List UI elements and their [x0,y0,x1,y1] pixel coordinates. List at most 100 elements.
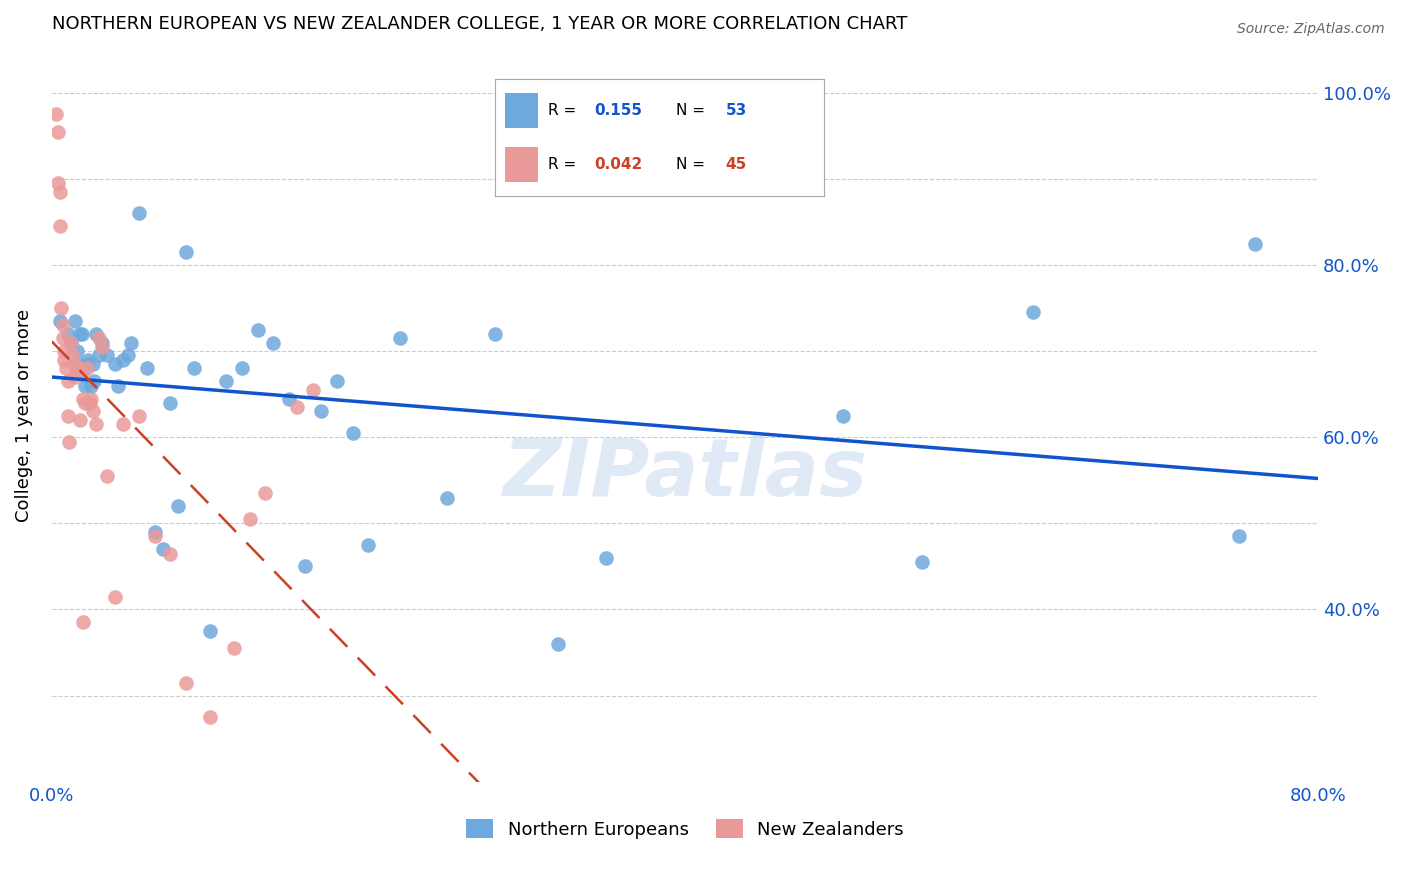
Point [84,417,107,432]
Point [91,335,114,350]
Point [128,206,150,220]
Point [45,107,67,121]
Point [56,326,79,341]
Point [1227,529,1250,543]
Point [70,326,93,341]
Point [388,331,411,345]
Point [128,409,150,423]
Point [48,185,70,199]
Point [48,314,70,328]
Point [53,344,76,359]
Point [117,349,139,363]
Point [77,352,100,367]
Point [80,378,103,392]
Point [70,366,93,380]
Point [96,469,118,483]
Point [76,361,98,376]
Point [84,326,107,341]
Point [51,301,73,315]
Point [107,378,129,392]
Point [79,396,101,410]
Point [215,374,238,388]
Point [46,176,69,190]
Point [96,349,118,363]
Point [262,335,284,350]
Text: ZIPatlas: ZIPatlas [502,435,868,513]
Point [302,383,325,397]
Point [65,314,87,328]
Point [285,400,308,414]
Point [104,357,127,371]
Point [231,361,253,376]
Point [167,499,190,513]
Point [104,590,127,604]
Point [89,349,111,363]
Point [83,374,105,388]
Point [595,550,617,565]
Point [246,323,269,337]
Point [436,491,458,505]
Point [73,396,96,410]
Point [135,361,157,376]
Point [56,374,79,388]
Point [69,413,91,427]
Point [278,392,301,406]
Point [152,542,174,557]
Point [72,615,94,630]
Point [67,361,90,376]
Point [82,404,104,418]
Point [183,361,205,376]
Point [176,245,198,260]
Point [484,326,506,341]
Point [176,675,198,690]
Text: Source: ZipAtlas.com: Source: ZipAtlas.com [1237,22,1385,37]
Point [254,486,277,500]
Point [832,409,855,423]
Point [325,374,347,388]
Text: NORTHERN EUROPEAN VS NEW ZEALANDER COLLEGE, 1 YEAR OR MORE CORRELATION CHART: NORTHERN EUROPEAN VS NEW ZEALANDER COLLE… [52,15,907,33]
Point [52,318,75,333]
Point [294,559,316,574]
Point [198,710,221,724]
Point [309,404,332,418]
Point [1243,236,1265,251]
Point [159,396,181,410]
Point [222,641,245,656]
Point [60,349,83,363]
Point [69,326,91,341]
Point [67,357,90,371]
Point [59,335,82,350]
Point [159,547,181,561]
Point [357,538,380,552]
Point [911,555,934,569]
Point [66,344,89,359]
Point [46,125,69,139]
Point [91,340,114,354]
Legend: Northern Europeans, New Zealanders: Northern Europeans, New Zealanders [458,812,911,846]
Point [111,352,134,367]
Point [63,357,86,371]
Point [53,352,76,367]
Point [239,512,262,526]
Point [143,529,166,543]
Point [111,417,134,432]
Point [65,370,87,384]
Point [547,637,569,651]
Point [143,524,166,539]
Point [76,357,98,371]
Point [342,425,364,440]
Point [198,624,221,638]
Point [55,361,77,376]
Point [66,366,89,380]
Point [52,331,75,345]
Point [1022,305,1045,319]
Point [80,392,103,406]
Point [120,335,142,350]
Y-axis label: College, 1 year or more: College, 1 year or more [15,310,32,523]
Point [58,434,80,449]
Point [72,361,94,376]
Point [56,409,79,423]
Point [73,378,96,392]
Point [48,219,70,234]
Point [72,392,94,406]
